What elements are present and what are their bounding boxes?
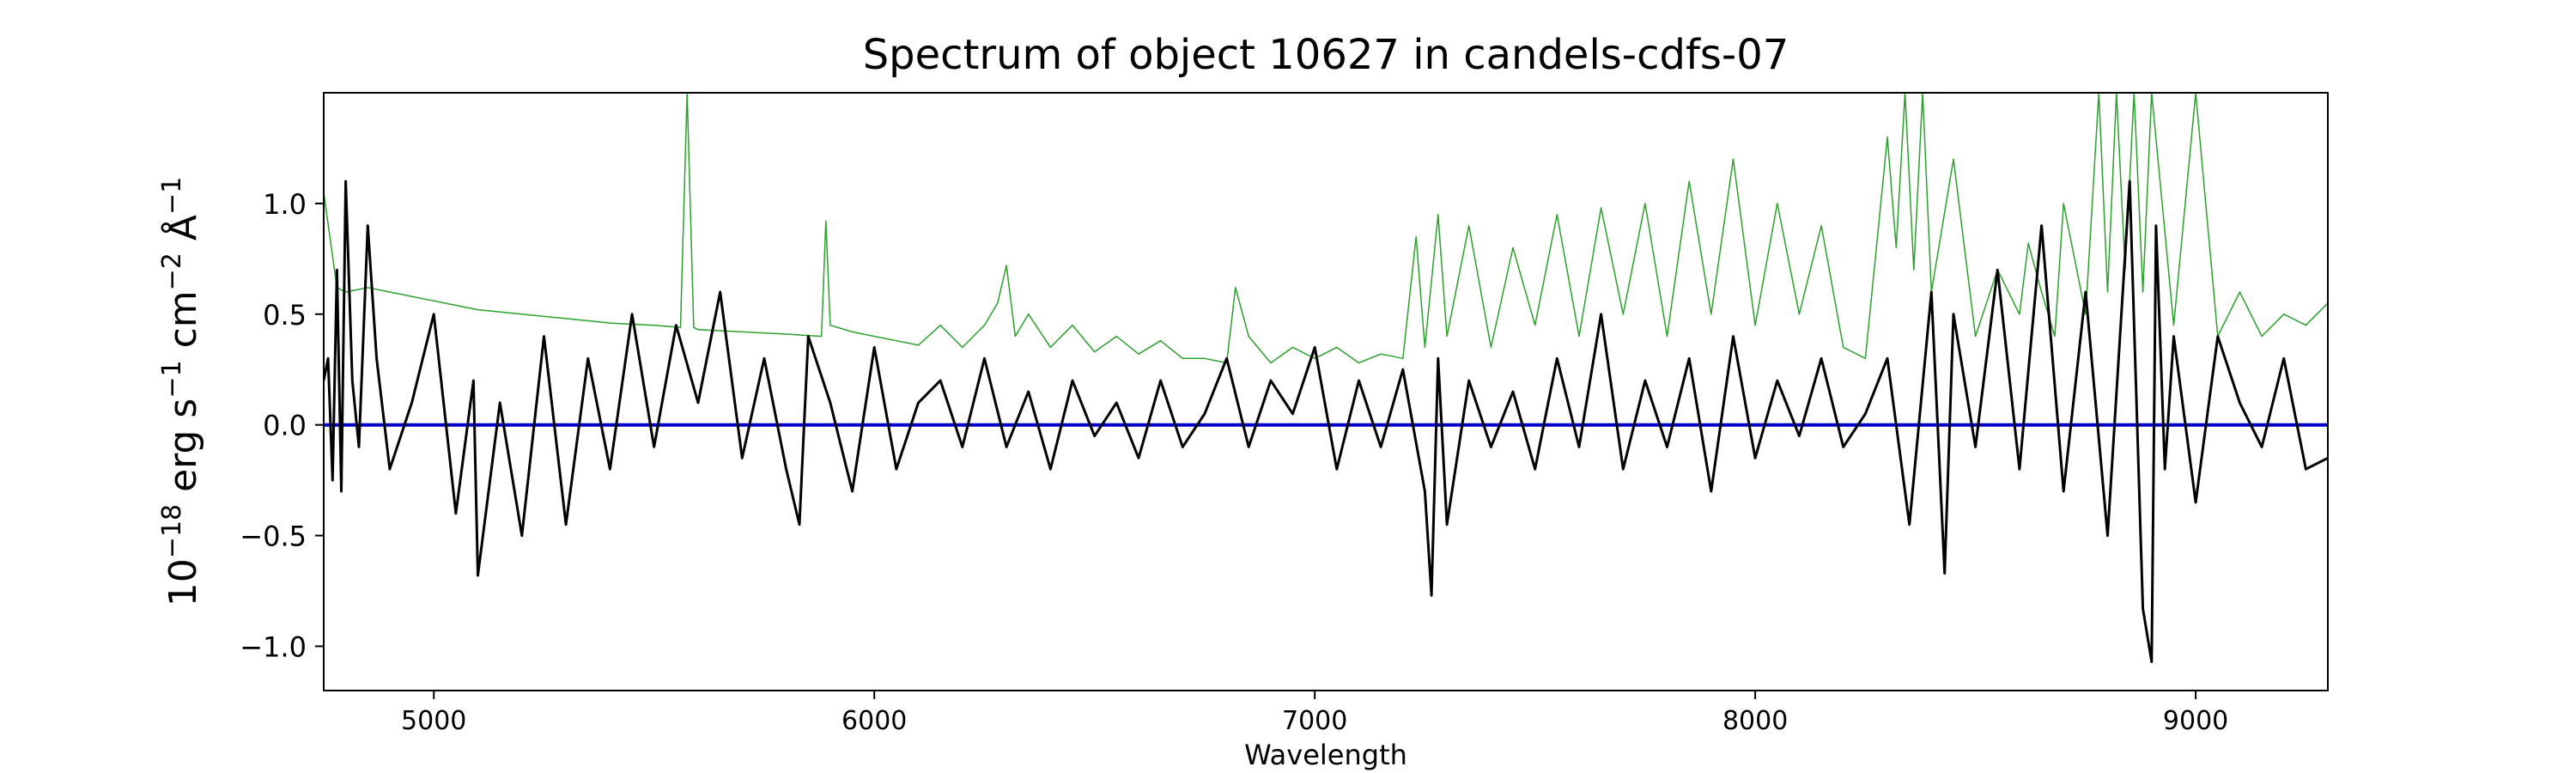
y-axis-label-exp4: −1 (157, 177, 187, 215)
y-axis-label-base: 10 (161, 558, 205, 606)
x-tick-label: 7000 (1282, 706, 1347, 736)
y-tick-label: 0.0 (263, 410, 307, 442)
series-line-error (324, 93, 2328, 364)
y-tick-label: 1.0 (263, 188, 307, 221)
chart-title: Spectrum of object 10627 in candels-cdfs… (863, 31, 1789, 79)
y-axis-label: 10−18 erg s−1 cm−2 Å−1 (157, 177, 205, 606)
x-tick-label: 8000 (1722, 706, 1788, 736)
x-axis: 5000 6000 7000 8000 9000 (401, 691, 2228, 736)
y-axis: −1.0 −0.5 0.0 0.5 1.0 (240, 188, 324, 663)
series-line-flux (324, 180, 2328, 663)
y-axis-label-unit-c: Å (160, 215, 205, 253)
plot-frame (323, 92, 2329, 691)
y-axis-label-unit-a: erg s (161, 399, 205, 504)
x-tick-label: 5000 (401, 706, 466, 736)
y-tick-label: 0.5 (263, 299, 307, 332)
y-tick-label: −1.0 (240, 630, 307, 663)
y-axis-label-exp3: −2 (157, 253, 187, 290)
y-axis-label-unit-b: cm (161, 290, 205, 360)
x-tick-label: 6000 (841, 706, 907, 736)
y-axis-label-exp2: −1 (157, 360, 187, 398)
x-axis-label: Wavelength (1244, 739, 1407, 771)
y-axis-label-exp1: −18 (157, 504, 187, 558)
series-layer (324, 93, 2328, 663)
y-tick-label: −0.5 (240, 520, 307, 553)
x-tick-label: 9000 (2163, 706, 2228, 736)
